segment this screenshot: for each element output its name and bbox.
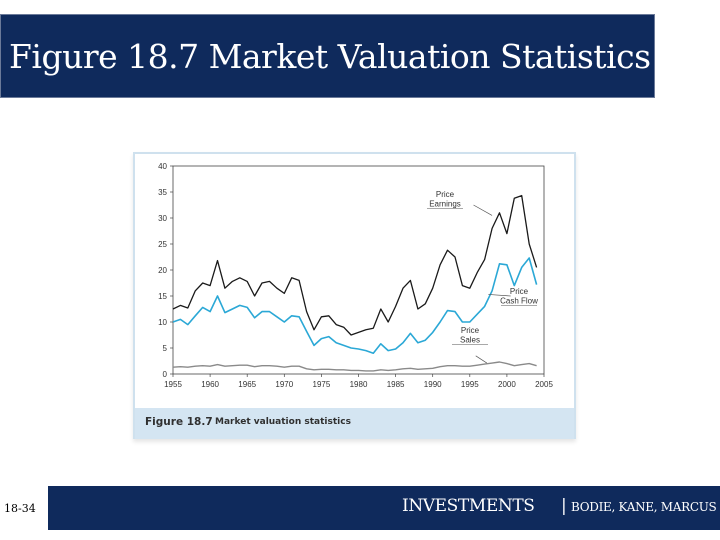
figure-number: Figure 18.7: [145, 416, 213, 428]
figure-caption-band: Figure 18.7 Market valuation statistics: [135, 408, 574, 439]
y-tick-label: 25: [158, 240, 167, 249]
slide-title: Figure 18.7 Market Valuation Statistics: [9, 37, 651, 76]
x-tick-label: 1980: [350, 380, 368, 389]
footer-authors: BODIE, KANE, MARCUS: [571, 500, 717, 514]
annotation-pe-line: Price: [436, 190, 455, 199]
plot-area: [172, 165, 545, 375]
x-tick-label: 1985: [387, 380, 405, 389]
y-tick-label: 15: [158, 292, 167, 301]
footer-bar: INVESTMENTS | BODIE, KANE, MARCUS: [48, 486, 720, 530]
annotation-ps-line: Price: [461, 326, 480, 335]
annotation-ps-line: Sales: [460, 336, 480, 345]
footer-separator: |: [561, 496, 567, 516]
figure-card: 0 5 10 15 20 25 30 35 40 1955 1960 1965 1970 1975 1980…: [133, 152, 576, 439]
leader-pe: [473, 204, 493, 216]
annotation-pe-line: Earnings: [429, 200, 461, 209]
y-tick-label: 20: [158, 266, 167, 275]
series-line-ps: [172, 361, 537, 372]
footer-brand: INVESTMENTS: [402, 496, 535, 516]
x-tick-label: 2000: [498, 380, 516, 389]
x-tick-label: 1970: [275, 380, 293, 389]
slide-title-bar: Figure 18.7 Market Valuation Statistics: [0, 14, 655, 98]
y-tick-label: 0: [163, 370, 168, 379]
x-tick-label: 1995: [461, 380, 479, 389]
leader-pcf: [488, 294, 511, 297]
series-line-pe: [172, 194, 538, 336]
y-tick-label: 35: [158, 188, 167, 197]
y-tick-label: 30: [158, 214, 167, 223]
y-tick-label: 10: [158, 318, 167, 327]
x-tick-label: 1965: [238, 380, 256, 389]
x-tick-label: 1960: [201, 380, 219, 389]
annotation-pcf-line: Cash Flow: [500, 297, 538, 306]
x-tick-label: 2005: [535, 380, 553, 389]
y-tick-label: 40: [158, 162, 167, 171]
market-valuation-chart: 0 5 10 15 20 25 30 35 40 1955 1960 1965 1970 1975 1980…: [158, 162, 553, 389]
leader-ps: [475, 355, 488, 364]
slide-number: 18-34: [4, 502, 36, 515]
y-tick-label: 5: [163, 344, 168, 353]
annotation-pcf-line: Price: [510, 287, 529, 296]
x-tick-label: 1955: [164, 380, 182, 389]
series-line-pcf: [172, 257, 538, 354]
figure-caption: Market valuation statistics: [215, 417, 351, 427]
x-tick-label: 1975: [313, 380, 331, 389]
x-tick-label: 1990: [424, 380, 442, 389]
